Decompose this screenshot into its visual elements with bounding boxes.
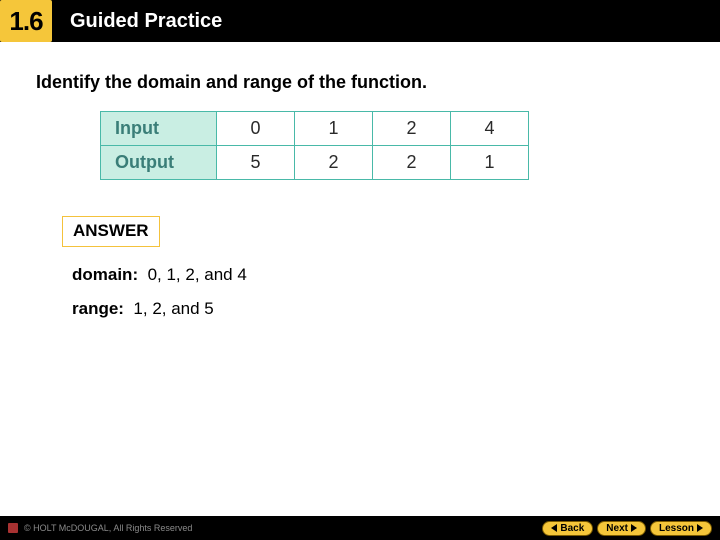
range-label: range:	[72, 299, 124, 318]
range-line: range: 1, 2, and 5	[72, 299, 684, 319]
table-row: Input 0 1 2 4	[101, 112, 529, 146]
section-badge: 1.6	[0, 0, 52, 42]
domain-value: 0, 1, 2, and 4	[148, 265, 247, 284]
table-cell: 1	[295, 112, 373, 146]
chevron-right-icon	[631, 524, 637, 532]
table-cell: 4	[451, 112, 529, 146]
chevron-right-icon	[697, 524, 703, 532]
answer-chip: ANSWER	[62, 216, 160, 247]
row-header-output: Output	[101, 146, 217, 180]
range-value: 1, 2, and 5	[133, 299, 213, 318]
table-cell: 2	[373, 112, 451, 146]
table-cell: 2	[295, 146, 373, 180]
question-prompt: Identify the domain and range of the fun…	[36, 72, 684, 93]
table-cell: 2	[373, 146, 451, 180]
table-cell: 5	[217, 146, 295, 180]
footer-bar: © HOLT McDOUGAL, All Rights Reserved Bac…	[0, 516, 720, 540]
function-table: Input 0 1 2 4 Output 5 2 2 1	[100, 111, 529, 180]
publisher-logo-icon	[8, 523, 18, 533]
chevron-left-icon	[551, 524, 557, 532]
row-header-input: Input	[101, 112, 217, 146]
lesson-label: Lesson	[659, 523, 694, 534]
back-label: Back	[560, 523, 584, 534]
domain-line: domain: 0, 1, 2, and 4	[72, 265, 684, 285]
back-button[interactable]: Back	[542, 521, 593, 536]
next-button[interactable]: Next	[597, 521, 646, 536]
table-cell: 1	[451, 146, 529, 180]
table-row: Output 5 2 2 1	[101, 146, 529, 180]
copyright: © HOLT McDOUGAL, All Rights Reserved	[8, 523, 192, 533]
nav-buttons: Back Next Lesson	[542, 521, 712, 536]
top-bar: 1.6 Guided Practice	[0, 0, 720, 42]
page-title: Guided Practice	[70, 10, 222, 33]
table-cell: 0	[217, 112, 295, 146]
lesson-button[interactable]: Lesson	[650, 521, 712, 536]
domain-label: domain:	[72, 265, 138, 284]
copyright-text: © HOLT McDOUGAL, All Rights Reserved	[24, 523, 192, 533]
next-label: Next	[606, 523, 628, 534]
content-area: Identify the domain and range of the fun…	[0, 42, 720, 319]
